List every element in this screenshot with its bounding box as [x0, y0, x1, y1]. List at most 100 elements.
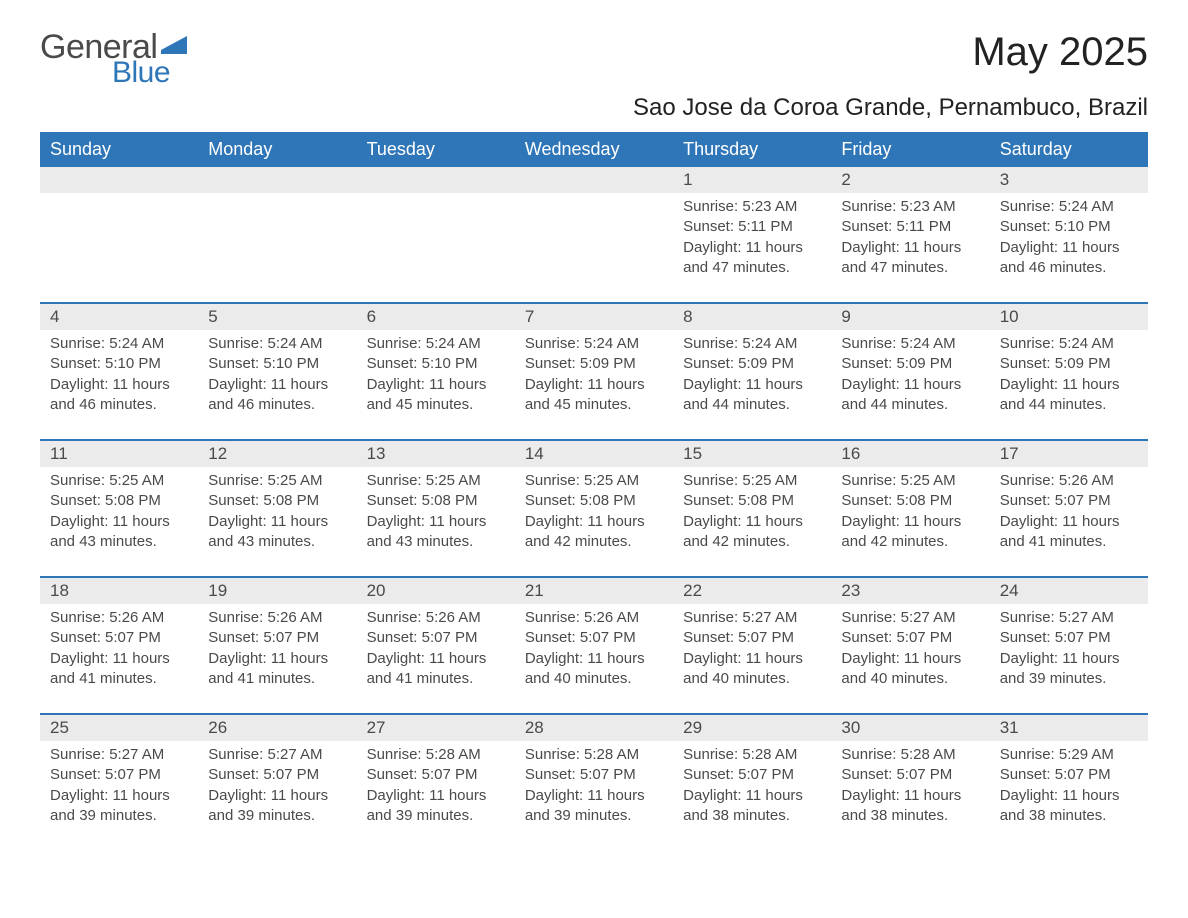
day-number: [357, 167, 515, 193]
sunrise-line: Sunrise: 5:24 AM: [1000, 197, 1138, 217]
sunrise-line: Sunrise: 5:27 AM: [841, 608, 979, 628]
calendar-cell: 26Sunrise: 5:27 AMSunset: 5:07 PMDayligh…: [198, 714, 356, 850]
calendar-cell: 3Sunrise: 5:24 AMSunset: 5:10 PMDaylight…: [990, 167, 1148, 303]
sunset-line: Sunset: 5:09 PM: [1000, 354, 1138, 374]
day-number: 1: [673, 167, 831, 193]
sunrise-line: Sunrise: 5:24 AM: [367, 334, 505, 354]
sunrise-line: Sunrise: 5:28 AM: [683, 745, 821, 765]
calendar-cell: 31Sunrise: 5:29 AMSunset: 5:07 PMDayligh…: [990, 714, 1148, 850]
day-body: Sunrise: 5:25 AMSunset: 5:08 PMDaylight:…: [40, 467, 198, 576]
sunrise-line: Sunrise: 5:25 AM: [50, 471, 188, 491]
calendar-week-row: 18Sunrise: 5:26 AMSunset: 5:07 PMDayligh…: [40, 577, 1148, 714]
daylight-line: Daylight: 11 hours and 46 minutes.: [208, 375, 346, 416]
daylight-line: Daylight: 11 hours and 40 minutes.: [683, 649, 821, 690]
daylight-line: Daylight: 11 hours and 42 minutes.: [841, 512, 979, 553]
calendar-cell: 29Sunrise: 5:28 AMSunset: 5:07 PMDayligh…: [673, 714, 831, 850]
col-wednesday: Wednesday: [515, 132, 673, 167]
day-number: [40, 167, 198, 193]
daylight-line: Daylight: 11 hours and 39 minutes.: [1000, 649, 1138, 690]
day-number: 11: [40, 441, 198, 467]
day-number: [198, 167, 356, 193]
daylight-line: Daylight: 11 hours and 39 minutes.: [208, 786, 346, 827]
day-number: 4: [40, 304, 198, 330]
sunrise-line: Sunrise: 5:28 AM: [525, 745, 663, 765]
daylight-line: Daylight: 11 hours and 42 minutes.: [525, 512, 663, 553]
day-body: Sunrise: 5:24 AMSunset: 5:09 PMDaylight:…: [515, 330, 673, 439]
day-number: 3: [990, 167, 1148, 193]
day-body: [515, 193, 673, 293]
day-number: 28: [515, 715, 673, 741]
sunrise-line: Sunrise: 5:25 AM: [367, 471, 505, 491]
day-number: 25: [40, 715, 198, 741]
daylight-line: Daylight: 11 hours and 43 minutes.: [50, 512, 188, 553]
sunrise-line: Sunrise: 5:24 AM: [1000, 334, 1138, 354]
day-body: Sunrise: 5:25 AMSunset: 5:08 PMDaylight:…: [831, 467, 989, 576]
day-body: Sunrise: 5:27 AMSunset: 5:07 PMDaylight:…: [990, 604, 1148, 713]
sunset-line: Sunset: 5:07 PM: [683, 628, 821, 648]
calendar-week-row: 1Sunrise: 5:23 AMSunset: 5:11 PMDaylight…: [40, 167, 1148, 303]
sunset-line: Sunset: 5:07 PM: [683, 765, 821, 785]
day-number: 19: [198, 578, 356, 604]
col-tuesday: Tuesday: [357, 132, 515, 167]
day-number: [515, 167, 673, 193]
day-body: [40, 193, 198, 293]
sunrise-line: Sunrise: 5:25 AM: [841, 471, 979, 491]
sunset-line: Sunset: 5:07 PM: [525, 628, 663, 648]
sunrise-line: Sunrise: 5:25 AM: [683, 471, 821, 491]
calendar-cell: 21Sunrise: 5:26 AMSunset: 5:07 PMDayligh…: [515, 577, 673, 714]
sunset-line: Sunset: 5:08 PM: [208, 491, 346, 511]
sunset-line: Sunset: 5:09 PM: [525, 354, 663, 374]
calendar-cell: 8Sunrise: 5:24 AMSunset: 5:09 PMDaylight…: [673, 303, 831, 440]
day-body: Sunrise: 5:24 AMSunset: 5:10 PMDaylight:…: [990, 193, 1148, 302]
day-body: Sunrise: 5:24 AMSunset: 5:10 PMDaylight:…: [40, 330, 198, 439]
day-number: 22: [673, 578, 831, 604]
sunrise-line: Sunrise: 5:26 AM: [525, 608, 663, 628]
sunset-line: Sunset: 5:07 PM: [208, 628, 346, 648]
day-body: Sunrise: 5:25 AMSunset: 5:08 PMDaylight:…: [515, 467, 673, 576]
daylight-line: Daylight: 11 hours and 40 minutes.: [841, 649, 979, 690]
calendar-cell: 11Sunrise: 5:25 AMSunset: 5:08 PMDayligh…: [40, 440, 198, 577]
sunset-line: Sunset: 5:07 PM: [841, 628, 979, 648]
day-body: Sunrise: 5:23 AMSunset: 5:11 PMDaylight:…: [673, 193, 831, 302]
day-number: 26: [198, 715, 356, 741]
day-body: Sunrise: 5:28 AMSunset: 5:07 PMDaylight:…: [515, 741, 673, 850]
calendar-cell: 18Sunrise: 5:26 AMSunset: 5:07 PMDayligh…: [40, 577, 198, 714]
day-body: Sunrise: 5:26 AMSunset: 5:07 PMDaylight:…: [40, 604, 198, 713]
day-number: 6: [357, 304, 515, 330]
daylight-line: Daylight: 11 hours and 43 minutes.: [208, 512, 346, 553]
day-number: 29: [673, 715, 831, 741]
day-body: Sunrise: 5:27 AMSunset: 5:07 PMDaylight:…: [40, 741, 198, 850]
sunrise-line: Sunrise: 5:26 AM: [367, 608, 505, 628]
calendar-cell: 6Sunrise: 5:24 AMSunset: 5:10 PMDaylight…: [357, 303, 515, 440]
daylight-line: Daylight: 11 hours and 44 minutes.: [841, 375, 979, 416]
day-body: Sunrise: 5:27 AMSunset: 5:07 PMDaylight:…: [673, 604, 831, 713]
day-body: Sunrise: 5:27 AMSunset: 5:07 PMDaylight:…: [831, 604, 989, 713]
sunrise-line: Sunrise: 5:27 AM: [1000, 608, 1138, 628]
calendar-cell: 25Sunrise: 5:27 AMSunset: 5:07 PMDayligh…: [40, 714, 198, 850]
logo: General Blue: [40, 30, 187, 88]
sunset-line: Sunset: 5:08 PM: [683, 491, 821, 511]
day-body: Sunrise: 5:24 AMSunset: 5:09 PMDaylight:…: [673, 330, 831, 439]
day-body: Sunrise: 5:28 AMSunset: 5:07 PMDaylight:…: [673, 741, 831, 850]
sunset-line: Sunset: 5:07 PM: [208, 765, 346, 785]
logo-text-blue: Blue: [112, 58, 187, 88]
calendar-cell: 12Sunrise: 5:25 AMSunset: 5:08 PMDayligh…: [198, 440, 356, 577]
weekday-header-row: Sunday Monday Tuesday Wednesday Thursday…: [40, 132, 1148, 167]
day-number: 14: [515, 441, 673, 467]
sunset-line: Sunset: 5:09 PM: [683, 354, 821, 374]
day-number: 16: [831, 441, 989, 467]
daylight-line: Daylight: 11 hours and 45 minutes.: [367, 375, 505, 416]
daylight-line: Daylight: 11 hours and 47 minutes.: [683, 238, 821, 279]
sunset-line: Sunset: 5:07 PM: [841, 765, 979, 785]
calendar-table: Sunday Monday Tuesday Wednesday Thursday…: [40, 132, 1148, 850]
day-number: 24: [990, 578, 1148, 604]
sunrise-line: Sunrise: 5:28 AM: [841, 745, 979, 765]
sunrise-line: Sunrise: 5:24 AM: [683, 334, 821, 354]
day-body: Sunrise: 5:25 AMSunset: 5:08 PMDaylight:…: [198, 467, 356, 576]
sunset-line: Sunset: 5:08 PM: [367, 491, 505, 511]
day-body: Sunrise: 5:29 AMSunset: 5:07 PMDaylight:…: [990, 741, 1148, 850]
calendar-cell: [198, 167, 356, 303]
calendar-cell: 27Sunrise: 5:28 AMSunset: 5:07 PMDayligh…: [357, 714, 515, 850]
sunrise-line: Sunrise: 5:23 AM: [683, 197, 821, 217]
flag-icon: [161, 36, 187, 54]
